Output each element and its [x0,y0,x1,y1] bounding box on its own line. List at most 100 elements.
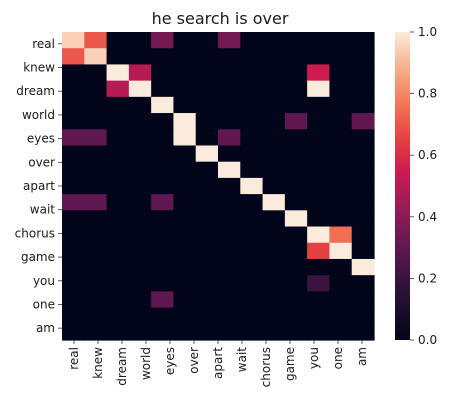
colorbar: 0.0 0.2 0.4 0.6 0.8 1.0 [395,25,437,347]
heatmap-cell [218,258,241,276]
heatmap-cell [128,145,152,163]
heatmap-cell [106,32,130,49]
heatmap-cell [128,323,152,341]
heatmap-cell [329,161,353,179]
heatmap-cell [128,32,152,49]
heatmap-cell [329,275,353,292]
heatmap-cell [218,48,241,66]
heatmap-cell [218,323,241,341]
x-tick-label: game [283,347,297,381]
heatmap-cell [284,177,308,195]
heatmap-cell [84,48,108,66]
heatmap-cell [284,96,308,114]
heatmap-cell [351,291,375,309]
heatmap-cell [351,80,375,98]
heatmap-cell [106,307,130,325]
y-tick-label: one [33,297,55,311]
heatmap-cell [62,113,85,130]
y-tick-label: game [21,250,55,264]
heatmap-cell [329,307,353,325]
x-tick-label: chorus [259,347,273,387]
heatmap-cell [128,64,152,82]
x-tick-label: world [139,347,153,380]
heatmap-cell [284,291,308,309]
heatmap-cell [284,161,308,179]
heatmap-cell [262,275,286,292]
heatmap-cell [128,113,152,130]
heatmap-cell [62,64,85,82]
heatmap-cell [307,64,331,82]
heatmap-cell [284,226,308,244]
heatmap-cell [218,129,241,147]
colorbar-tick-label: 0.0 [418,333,437,347]
heatmap-cell [84,275,108,292]
heatmap-cell [84,226,108,244]
colorbar-tick-label: 1.0 [418,25,437,39]
heatmap-cell [195,48,219,66]
x-tick-label: real [67,347,81,370]
heatmap-cell [240,275,264,292]
heatmap-cell [284,145,308,163]
y-tick-label: real [32,37,55,51]
heatmap-cell [151,242,175,260]
heatmap-cell [106,242,130,260]
y-tick-labels: real knew dream world eyes over apart wait choru… [15,37,62,335]
colorbar-tick-label: 0.2 [418,271,437,285]
heatmap-cell [151,80,175,98]
heatmap-cell [329,129,353,147]
heatmap-cell [128,177,152,195]
heatmap-cell [62,80,85,98]
heatmap-cell [106,226,130,244]
heatmap-cell [284,210,308,228]
heatmap-cell [195,291,219,309]
heatmap-cell [106,48,130,66]
y-tick-label: chorus [15,226,55,240]
heatmap-cell [262,291,286,309]
heatmap-cell [307,210,331,228]
heatmap-cell [128,129,152,147]
heatmap-cell [262,32,286,49]
colorbar-tick-label: 0.8 [418,87,437,101]
heatmap-cell [151,129,175,147]
heatmap-cell [240,258,264,276]
heatmap-cell [173,129,197,147]
heatmap-cell [307,177,331,195]
heatmap-cell [62,291,85,309]
heatmap-cell [351,194,375,211]
heatmap-cell [195,32,219,49]
heatmap-cell [240,177,264,195]
heatmap-cell [240,161,264,179]
heatmap-cell [218,242,241,260]
heatmap-cell [128,96,152,114]
x-tick-label: over [187,347,201,374]
heatmap-cell [151,32,175,49]
heatmap-cell [329,291,353,309]
heatmap-cell [284,64,308,82]
heatmap-cell [284,80,308,98]
heatmap-cell [351,323,375,341]
heatmap-cell [262,64,286,82]
heatmap-cell [173,226,197,244]
heatmap-cell [262,145,286,163]
heatmap-cell [151,194,175,211]
heatmap-cell [329,242,353,260]
heatmap-cell [284,194,308,211]
heatmap-cell [151,177,175,195]
heatmap-cell [62,323,85,341]
heatmap-cell [218,113,241,130]
heatmap-cell [329,177,353,195]
heatmap-cell [218,275,241,292]
heatmap-cell [351,226,375,244]
heatmap-cell [173,96,197,114]
heatmap-cell [106,64,130,82]
heatmap-cell [84,291,108,309]
heatmap-cell [240,64,264,82]
heatmap-cell [240,307,264,325]
heatmap-cell [351,145,375,163]
heatmap-cell [128,210,152,228]
heatmap-cell [351,275,375,292]
heatmap-cell [151,307,175,325]
heatmap-cell [195,226,219,244]
heatmap-cell [128,258,152,276]
heatmap-cell [329,194,353,211]
